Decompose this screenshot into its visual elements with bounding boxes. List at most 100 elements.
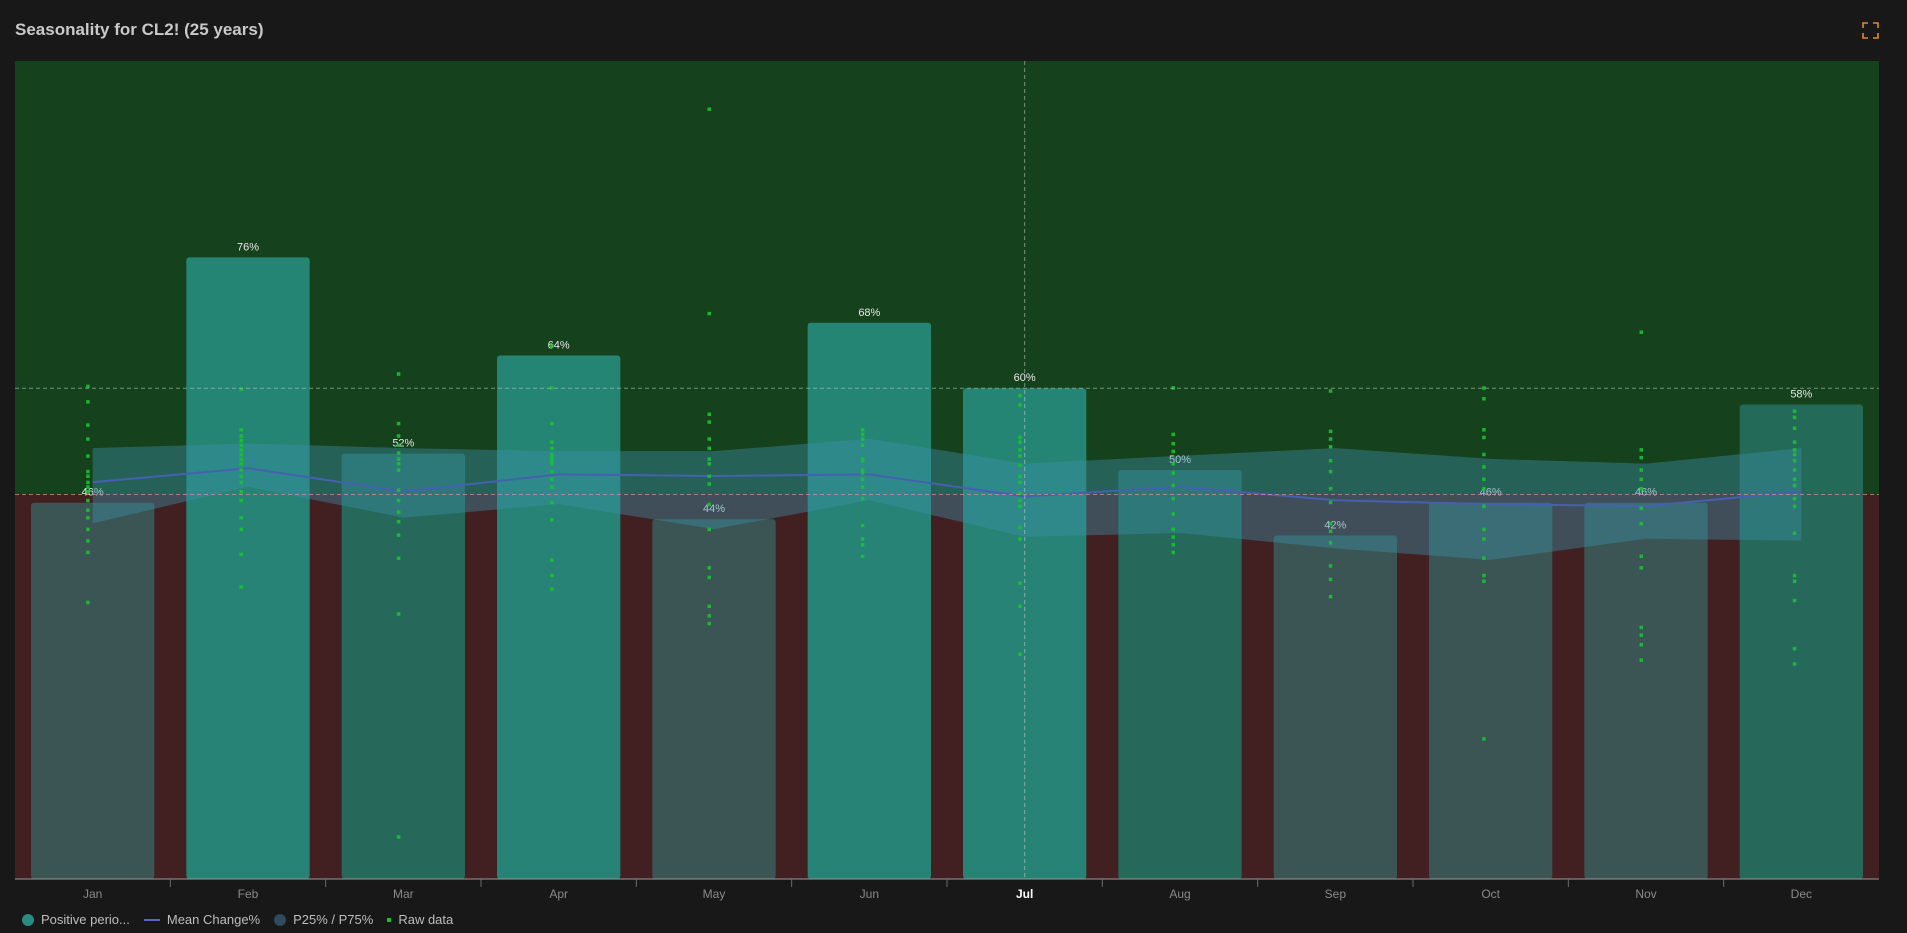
raw-point-dec-13	[1792, 573, 1797, 578]
legend-label-mean: Mean Change%	[166, 912, 261, 927]
raw-point-mar-0	[396, 372, 401, 376]
raw-point-sep-10	[1328, 541, 1333, 545]
legend-swatch-percentiles	[274, 913, 287, 926]
raw-point-jun-6	[860, 468, 865, 472]
raw-point-jul-15	[1018, 604, 1022, 609]
raw-point-aug-1	[1171, 432, 1175, 437]
raw-point-feb-0	[239, 387, 243, 392]
raw-point-dec-16	[1792, 646, 1797, 651]
raw-point-jan-3	[86, 437, 90, 441]
raw-point-mar-14	[396, 612, 401, 616]
bar-jan	[31, 502, 155, 879]
raw-point-jan-9	[86, 489, 90, 494]
bar-jul	[963, 388, 1087, 879]
x-tick-label-mar: Mar	[393, 887, 414, 901]
raw-point-oct-5	[1482, 465, 1486, 469]
raw-point-may-6	[707, 457, 711, 461]
raw-point-dec-3	[1792, 440, 1797, 444]
raw-point-dec-9	[1792, 483, 1797, 488]
raw-point-apr-4	[550, 446, 554, 451]
percentile-band	[92, 438, 1802, 560]
raw-point-may-10	[707, 502, 711, 507]
raw-point-apr-16	[550, 587, 554, 591]
x-tick-label-aug: Aug	[1169, 887, 1190, 901]
bar-label-apr: 64%	[548, 339, 570, 351]
legend-item-percentiles[interactable]: P25% / P75%	[274, 912, 373, 927]
raw-point-nov-12	[1639, 642, 1643, 647]
bar-aug	[1118, 470, 1242, 879]
raw-point-jul-8	[1018, 480, 1022, 485]
raw-point-feb-4	[239, 443, 243, 447]
raw-point-jun-8	[860, 477, 865, 482]
raw-point-nov-4	[1639, 477, 1643, 482]
raw-point-may-5	[707, 446, 711, 451]
raw-point-sep-0	[1328, 389, 1333, 393]
raw-point-jan-2	[86, 423, 90, 427]
raw-point-sep-1	[1328, 429, 1333, 434]
raw-point-apr-11	[550, 485, 554, 489]
raw-point-may-1	[707, 311, 711, 316]
raw-point-jul-13	[1018, 537, 1022, 541]
raw-point-nov-0	[1639, 330, 1643, 334]
raw-point-nov-2	[1639, 455, 1643, 460]
raw-point-oct-10	[1482, 537, 1486, 541]
bar-dec	[1739, 404, 1863, 879]
legend-label-raw: Raw data	[398, 912, 454, 927]
raw-point-feb-10	[239, 474, 243, 478]
legend-item-raw-data[interactable]: Raw data	[387, 912, 453, 927]
raw-point-jul-6	[1018, 463, 1022, 468]
raw-point-apr-14	[550, 558, 554, 562]
raw-point-feb-12	[239, 489, 243, 494]
raw-point-mar-9	[396, 498, 401, 503]
raw-point-nov-11	[1639, 633, 1643, 637]
legend-item-positive-period[interactable]: Positive perio...	[22, 912, 130, 927]
raw-point-sep-6	[1328, 486, 1333, 491]
raw-point-dec-15	[1792, 598, 1797, 603]
raw-point-oct-3	[1482, 435, 1486, 440]
raw-point-jun-13	[860, 543, 865, 547]
x-tick-label-jun: Jun	[860, 887, 879, 901]
legend-item-mean-change[interactable]: Mean Change%	[143, 912, 261, 927]
raw-point-nov-8	[1639, 554, 1643, 559]
raw-point-jul-9	[1018, 491, 1022, 495]
x-tick-label-sep: Sep	[1325, 887, 1347, 901]
raw-point-feb-2	[239, 434, 243, 438]
raw-point-oct-0	[1482, 386, 1486, 390]
raw-point-oct-9	[1482, 527, 1486, 532]
raw-point-sep-12	[1328, 577, 1333, 582]
raw-point-dec-6	[1792, 458, 1797, 463]
raw-point-dec-8	[1792, 477, 1797, 482]
raw-point-feb-11	[239, 480, 243, 485]
raw-point-dec-17	[1792, 662, 1797, 666]
raw-point-nov-9	[1639, 566, 1643, 570]
legend-swatch-positive	[22, 913, 34, 926]
raw-point-apr-9	[550, 469, 554, 474]
raw-point-sep-5	[1328, 469, 1333, 474]
raw-point-jun-3	[860, 443, 865, 447]
raw-point-apr-10	[550, 477, 554, 482]
raw-point-jul-2	[1018, 435, 1022, 440]
bar-feb	[186, 257, 310, 879]
raw-point-jul-7	[1018, 474, 1022, 478]
raw-point-sep-7	[1328, 500, 1333, 505]
raw-point-mar-12	[396, 533, 401, 537]
raw-point-aug-12	[1171, 550, 1175, 555]
chart-title: Seasonality for CL2! (25 years)	[15, 20, 264, 39]
raw-point-sep-11	[1328, 564, 1333, 568]
expand-icon[interactable]	[1862, 22, 1879, 39]
raw-point-apr-5	[550, 452, 554, 457]
x-tick-label-jul: Jul	[1016, 887, 1033, 901]
raw-point-apr-15	[550, 573, 554, 578]
raw-point-jun-1	[860, 432, 865, 437]
raw-point-sep-13	[1328, 594, 1333, 599]
raw-point-feb-1	[239, 428, 243, 432]
legend-swatch-mean	[143, 918, 160, 921]
raw-point-jul-12	[1018, 525, 1022, 530]
raw-point-mar-2	[396, 434, 401, 438]
raw-point-feb-8	[239, 462, 243, 466]
raw-point-jan-11	[86, 508, 90, 512]
raw-point-oct-11	[1482, 556, 1486, 560]
raw-point-jan-12	[86, 516, 90, 520]
raw-point-apr-0	[550, 344, 554, 348]
raw-point-jul-10	[1018, 498, 1022, 503]
